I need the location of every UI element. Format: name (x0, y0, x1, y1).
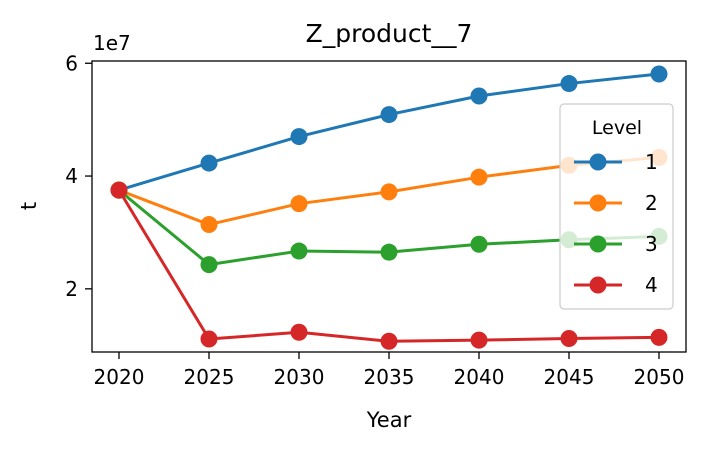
x-axis: 2020 2025 2030 2035 2040 2045 2050 (94, 352, 685, 389)
x-tick-label: 2040 (454, 365, 505, 389)
x-tick-label: 2020 (94, 365, 145, 389)
data-point (290, 242, 308, 260)
x-tick-label: 2045 (544, 365, 595, 389)
legend-marker (589, 194, 607, 212)
data-point (470, 331, 488, 349)
series-1 (110, 65, 668, 199)
x-tick-label: 2025 (184, 365, 235, 389)
data-point (200, 216, 218, 234)
legend-label: 3 (645, 232, 658, 256)
y-tick-label: 6 (65, 51, 78, 75)
data-point (650, 328, 668, 346)
data-point (470, 235, 488, 253)
legend-item-2: 2 (574, 191, 658, 215)
data-point (110, 181, 128, 199)
data-point (290, 195, 308, 213)
data-point (380, 106, 398, 124)
y-offset-label: 1e7 (93, 31, 131, 55)
legend-marker (589, 276, 607, 294)
legend-item-1: 1 (574, 150, 658, 174)
y-axis-label: t (17, 202, 41, 210)
legend-title: Level (592, 117, 642, 139)
data-point (470, 168, 488, 186)
x-tick-label: 2035 (364, 365, 415, 389)
data-point (290, 128, 308, 146)
y-axis: 2 4 6 (65, 51, 92, 301)
x-tick-label: 2050 (634, 365, 685, 389)
y-tick-label: 2 (65, 277, 78, 301)
legend-marker (589, 153, 607, 171)
legend-label: 1 (645, 150, 658, 174)
data-point (200, 330, 218, 348)
data-point (200, 256, 218, 274)
data-point (200, 154, 218, 172)
legend-label: 2 (645, 191, 658, 215)
y-tick-label: 4 (65, 164, 78, 188)
chart-title: Z_product__7 (306, 19, 473, 48)
legend-items: 1 2 3 4 (574, 150, 658, 297)
data-point (650, 65, 668, 83)
series-4 (110, 181, 668, 350)
data-point (560, 329, 578, 347)
legend-item-3: 3 (574, 232, 658, 256)
data-point (380, 332, 398, 350)
data-point (380, 183, 398, 201)
x-axis-label: Year (366, 408, 412, 432)
legend-marker (589, 235, 607, 253)
data-point (470, 87, 488, 105)
x-tick-label: 2030 (274, 365, 325, 389)
data-point (560, 75, 578, 93)
legend-label: 4 (645, 273, 658, 297)
legend: Level 1 2 3 4 (559, 103, 674, 310)
legend-box (559, 103, 674, 310)
data-point (290, 323, 308, 341)
data-point (380, 243, 398, 261)
legend-item-4: 4 (574, 273, 658, 297)
